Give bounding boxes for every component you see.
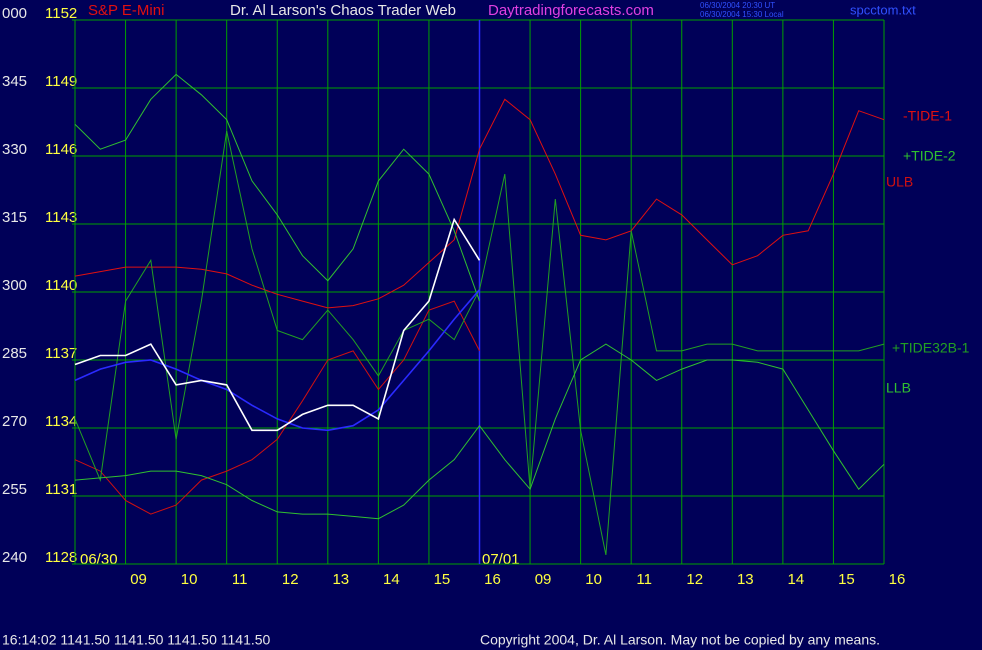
y2-tick-label: 330 — [2, 141, 27, 158]
x-tick-label: 14 — [383, 571, 400, 588]
instrument: S&P E-Mini — [88, 2, 164, 19]
series-line — [74, 98, 885, 309]
y2-tick-label: 270 — [2, 413, 27, 430]
x-tick-label: 09 — [130, 571, 147, 588]
x-tick-label: 16 — [889, 571, 906, 588]
x-tick-label: 10 — [585, 571, 602, 588]
y2-tick-label: 315 — [2, 209, 27, 226]
y-tick-label: 1131 — [45, 481, 77, 498]
legend-label: -TIDE-1 — [903, 108, 952, 124]
y2-tick-label: 240 — [2, 549, 27, 566]
chart-title: Dr. Al Larson's Chaos Trader Web — [230, 2, 456, 19]
timestamp: 06/30/2004 15:30 Local — [700, 10, 784, 19]
y2-tick-label: 285 — [2, 345, 27, 362]
day-label: 07/01 — [482, 551, 520, 568]
y-tick-label: 1149 — [45, 73, 77, 90]
x-tick-label: 14 — [788, 571, 805, 588]
y-tick-label: 1152 — [45, 5, 77, 22]
y2-tick-label: 345 — [2, 73, 27, 90]
x-tick-label: 15 — [838, 571, 855, 588]
y-tick-label: 1146 — [45, 141, 77, 158]
y2-tick-label: 000 — [2, 5, 27, 22]
legend-label: +TIDE-2 — [903, 148, 956, 164]
x-tick-label: 11 — [232, 571, 248, 588]
series-line — [74, 343, 885, 520]
x-tick-label: 10 — [181, 571, 198, 588]
series-line — [74, 289, 481, 432]
legend-label: +TIDE32B-1 — [892, 340, 970, 356]
y2-tick-label: 300 — [2, 277, 27, 294]
y2-tick-label: 255 — [2, 481, 27, 498]
y-tick-label: 1140 — [45, 277, 77, 294]
copyright: Copyright 2004, Dr. Al Larson. May not b… — [480, 632, 880, 648]
y-tick-label: 1128 — [45, 549, 77, 566]
x-tick-label: 12 — [282, 571, 299, 588]
x-tick-label: 09 — [535, 571, 552, 588]
file-name: spcctom.txt — [850, 2, 916, 17]
series-line — [74, 217, 481, 432]
status: 16:14:02 1141.50 1141.50 1141.50 1141.50 — [2, 632, 271, 648]
x-tick-label: 15 — [434, 571, 451, 588]
x-tick-label: 16 — [484, 571, 501, 588]
x-tick-label: 11 — [636, 571, 652, 588]
x-tick-label: 12 — [686, 571, 703, 588]
y-tick-label: 1134 — [45, 413, 77, 430]
y-tick-label: 1137 — [45, 345, 77, 362]
series-line — [74, 73, 480, 302]
x-tick-label: 13 — [737, 571, 754, 588]
timestamp: 06/30/2004 20:30 UT — [700, 1, 775, 10]
legend-label: LLB — [886, 380, 911, 396]
y-tick-label: 1143 — [45, 209, 77, 226]
series-line — [74, 300, 480, 515]
site-link[interactable]: Daytradingforecasts.com — [488, 2, 654, 19]
x-tick-label: 13 — [332, 571, 349, 588]
legend-label: ULB — [886, 174, 913, 190]
day-label: 06/30 — [80, 551, 118, 568]
